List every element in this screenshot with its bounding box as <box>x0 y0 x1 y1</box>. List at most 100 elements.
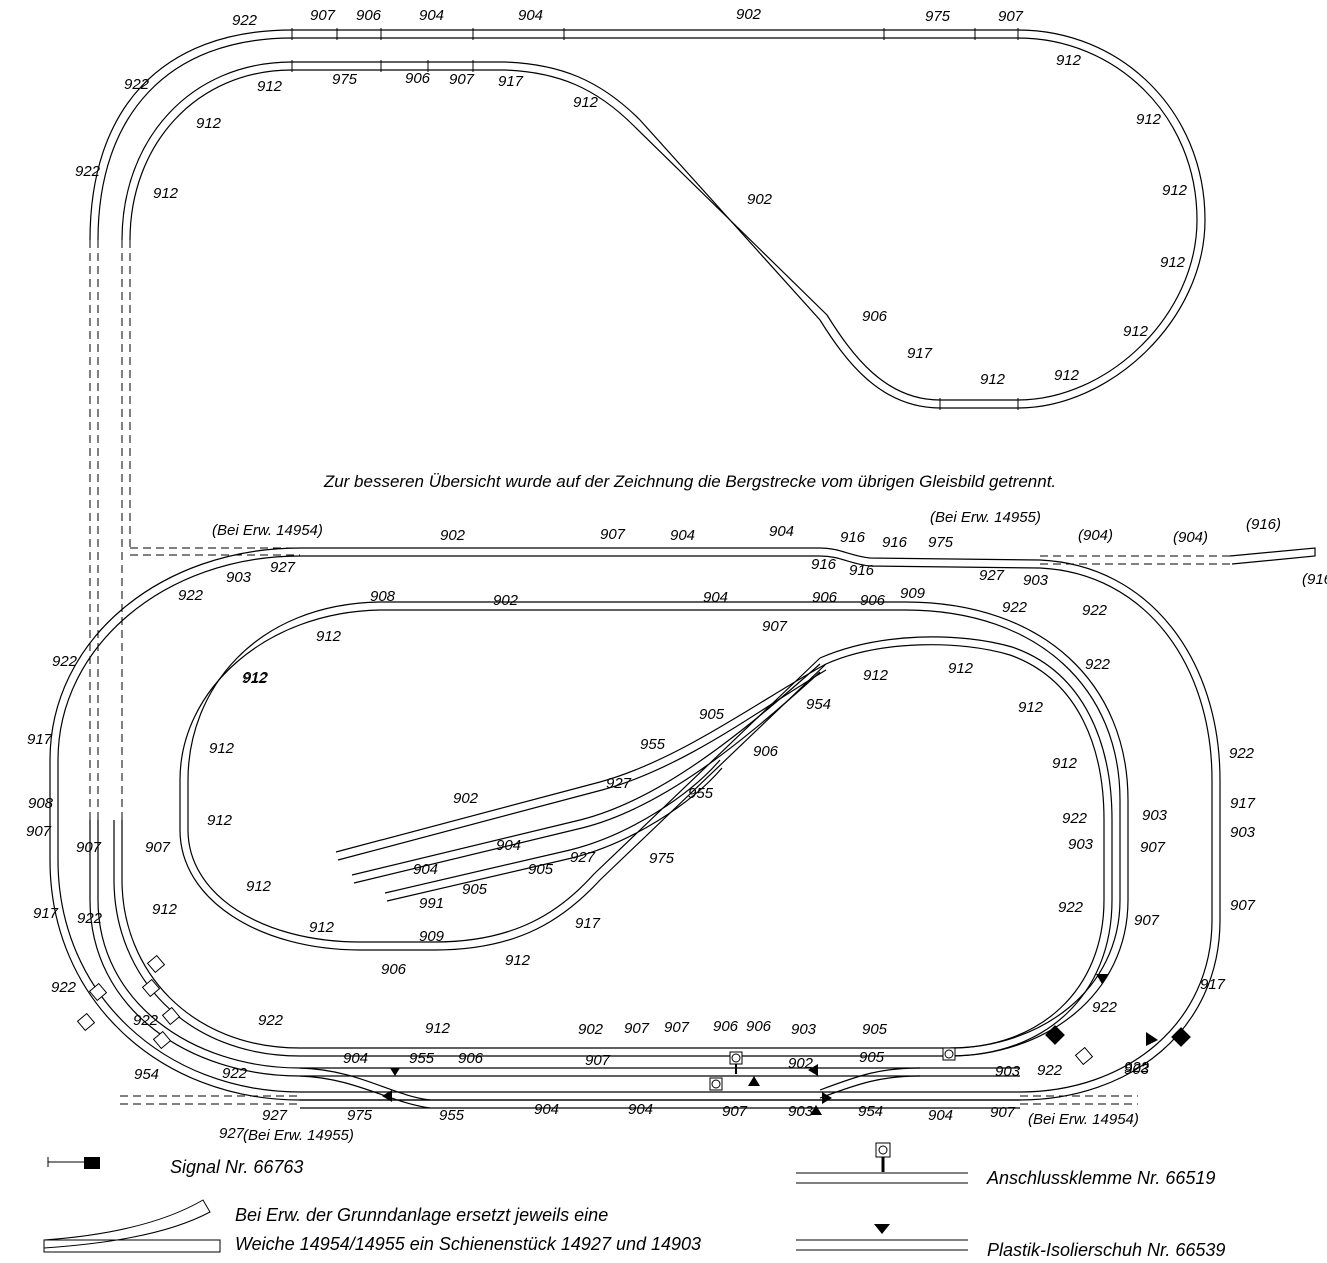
track-label: 904 <box>518 7 543 24</box>
track-label: 907 <box>310 7 336 24</box>
track-label: 917 <box>575 915 601 932</box>
track-label: 907 <box>664 1019 690 1036</box>
track-label: 912 <box>196 115 222 132</box>
legend-isolier-label: Plastik-Isolierschuh Nr. 66539 <box>987 1240 1225 1258</box>
track-label: 902 <box>493 592 519 609</box>
legend-ersatz-line2: Weiche 14954/14955 ein Schienenstück 149… <box>235 1234 701 1254</box>
track-label: 906 <box>381 961 407 978</box>
track-label: 904 <box>343 1050 368 1067</box>
track-label: (916) <box>1302 571 1327 588</box>
track-label: 922 <box>1062 810 1088 827</box>
track-label: 927 <box>979 567 1005 584</box>
track-label: 906 <box>746 1018 772 1035</box>
track-label: 905 <box>528 861 554 878</box>
track-label: 955 <box>409 1050 435 1067</box>
track-label: 912 <box>1052 755 1078 772</box>
track-label: 912 <box>207 812 233 829</box>
track-label: 922 <box>1092 999 1118 1016</box>
track-label: 907 <box>145 839 171 856</box>
track-label: 903 <box>1023 572 1049 589</box>
track-label: 917 <box>1200 976 1226 993</box>
track-label: 922 <box>1082 602 1108 619</box>
track-label: 912 <box>1018 699 1044 716</box>
track-label: 906 <box>812 589 838 606</box>
track-label: 903 <box>995 1063 1021 1080</box>
track-label: 907 <box>76 839 102 856</box>
track-label: 912 <box>152 901 178 918</box>
track-label: 908 <box>28 795 54 812</box>
annotation-erw-14954-top: (Bei Erw. 14954) <box>212 522 323 539</box>
track-label: 975 <box>649 850 675 867</box>
track-label: 906 <box>356 7 382 24</box>
track-label: 907 <box>600 526 626 543</box>
track-label: (904) <box>1173 529 1208 546</box>
track-label: 907 <box>762 618 788 635</box>
track-label: 912 <box>1160 254 1186 271</box>
track-label: 975 <box>925 8 951 25</box>
track-label: 907 <box>998 8 1024 25</box>
track-label: 904 <box>534 1101 559 1118</box>
legend-signal-label: Signal Nr. 66763 <box>170 1157 303 1177</box>
track-label: 912 <box>242 670 268 687</box>
track-label: 902 <box>578 1021 604 1038</box>
track-label: 903 <box>1230 824 1256 841</box>
track-label: 905 <box>462 881 488 898</box>
track-label: 916 <box>840 529 866 546</box>
track-label: 907 <box>1140 839 1166 856</box>
annotation-erw-14955-bottom: (Bei Erw. 14955) <box>243 1127 354 1144</box>
track-label: 904 <box>419 7 444 24</box>
track-label: 917 <box>33 905 59 922</box>
track-label: 922 <box>52 653 78 670</box>
track-label: 916 <box>811 556 837 573</box>
track-label: 975 <box>347 1107 373 1124</box>
track-label: 903 <box>788 1103 814 1120</box>
track-label: 907 <box>585 1052 611 1069</box>
track-label: 907 <box>990 1104 1016 1121</box>
track-label: 904 <box>413 861 438 878</box>
track-label: 907 <box>624 1020 650 1037</box>
track-label: 922 <box>1058 899 1084 916</box>
track-label: 908 <box>370 588 396 605</box>
track-label: 904 <box>670 527 695 544</box>
track-label: 905 <box>862 1021 888 1038</box>
track-label: 912 <box>1123 323 1149 340</box>
track-label: 907 <box>1230 897 1256 914</box>
track-label: 917 <box>907 345 933 362</box>
track-label: 991 <box>419 895 444 912</box>
track-label: 903 <box>1068 836 1094 853</box>
track-symbols <box>76 954 1191 1115</box>
track-label: 954 <box>134 1066 159 1083</box>
track-label: 906 <box>713 1018 739 1035</box>
track-label: 927 <box>570 849 596 866</box>
legend-signal-symbol <box>47 1157 100 1169</box>
track-label: 912 <box>980 371 1006 388</box>
track-label: 916 <box>882 534 908 551</box>
track-label: 922 <box>222 1065 248 1082</box>
track-label: 902 <box>788 1055 814 1072</box>
track-label: 903 <box>226 569 252 586</box>
track-label: 922 <box>1085 656 1111 673</box>
legend-ersatz-line1: Bei Erw. der Grunndanlage ersetzt jeweil… <box>235 1205 608 1225</box>
track-label: 912 <box>573 94 599 111</box>
track-label: 922 <box>1002 599 1028 616</box>
track-label: 906 <box>458 1050 484 1067</box>
track-label: 927 <box>270 559 296 576</box>
track-labels: 922 907 906 904 904 902 975 907 922 912 975 906 907 9… <box>26 6 1327 1142</box>
track-label: 912 <box>209 740 235 757</box>
track-label: 907 <box>26 823 52 840</box>
track-label: 902 <box>453 790 479 807</box>
track-label: 912 <box>246 878 272 895</box>
track-label: 955 <box>439 1107 465 1124</box>
track-label: 909 <box>419 928 445 945</box>
drawing-note: Zur besseren Übersicht wurde auf der Zei… <box>323 472 1056 491</box>
track-label: 927 <box>219 1125 245 1142</box>
track-label: 912 <box>425 1020 451 1037</box>
track-label: 912 <box>1056 52 1082 69</box>
track-label: 975 <box>928 534 954 551</box>
track-label: 922 <box>133 1012 159 1029</box>
track-label: 905 <box>859 1049 885 1066</box>
track-label: 906 <box>862 308 888 325</box>
track-label: 922 <box>1037 1062 1063 1079</box>
track-label: 916 <box>849 562 875 579</box>
